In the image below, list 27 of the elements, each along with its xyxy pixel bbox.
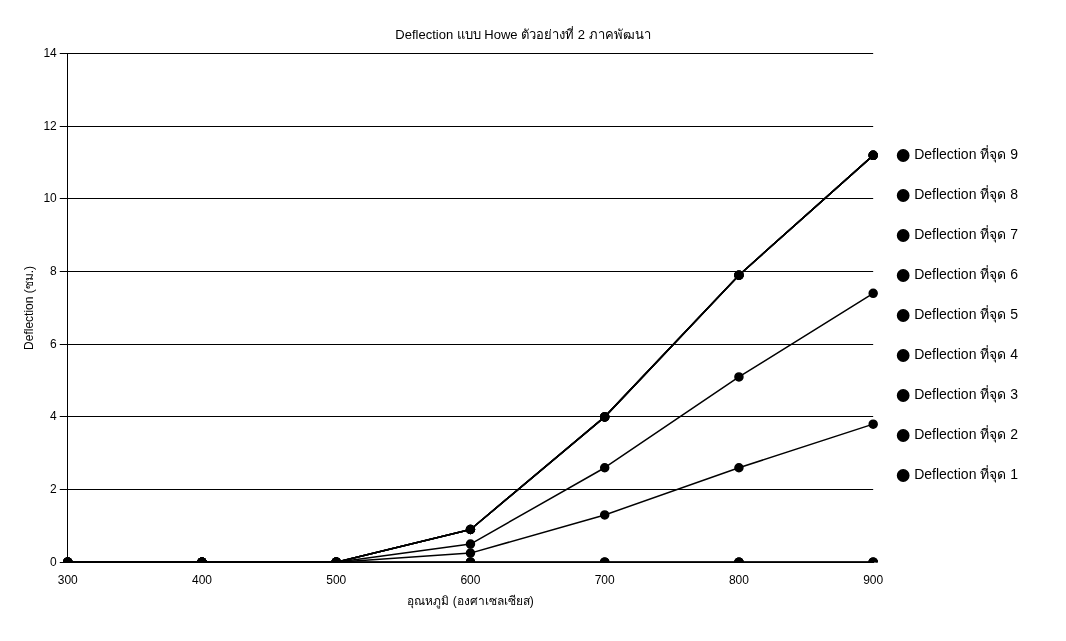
x-tick-label: 600: [460, 572, 481, 587]
chart-title: Deflection แบบ Howe ตัวอย่างที่ 2 ภาคพัฒนา: [395, 26, 651, 43]
legend-label: Deflection ที่จุด 6: [914, 265, 1019, 284]
y-tick-label: 2: [50, 481, 58, 496]
y-tick-label: 8: [50, 263, 58, 278]
x-tick-label: 400: [191, 572, 213, 587]
x-axis-title: อุณหภูมิ (องศาเซลเซียส): [407, 594, 534, 610]
legend-label: Deflection ที่จุด 9: [914, 145, 1019, 164]
y-axis-title: Deflection (ซม.): [21, 265, 36, 350]
legend-label: Deflection ที่จุด 2: [914, 425, 1019, 444]
x-tick-label: 800: [728, 572, 750, 587]
y-tick-label: 4: [50, 409, 58, 424]
y-tick-label: 12: [43, 118, 58, 133]
y-tick-label: 10: [43, 191, 58, 206]
legend-label: Deflection ที่จุด 8: [914, 185, 1019, 204]
y-tick-label: 6: [50, 336, 58, 351]
x-tick-label: 700: [594, 572, 616, 587]
legend-label: Deflection ที่จุด 1: [914, 465, 1019, 484]
legend-label: Deflection ที่จุด 4: [914, 345, 1019, 364]
x-tick-label: 500: [326, 572, 347, 587]
legend-label: Deflection ที่จุด 7: [914, 225, 1019, 244]
y-tick-label: 14: [43, 45, 58, 60]
x-tick-label: 900: [863, 572, 884, 587]
legend-label: Deflection ที่จุด 5: [914, 305, 1019, 324]
x-tick-label: 300: [57, 572, 79, 587]
legend-label: Deflection ที่จุด 3: [914, 385, 1019, 404]
y-tick-label: 0: [50, 554, 58, 569]
